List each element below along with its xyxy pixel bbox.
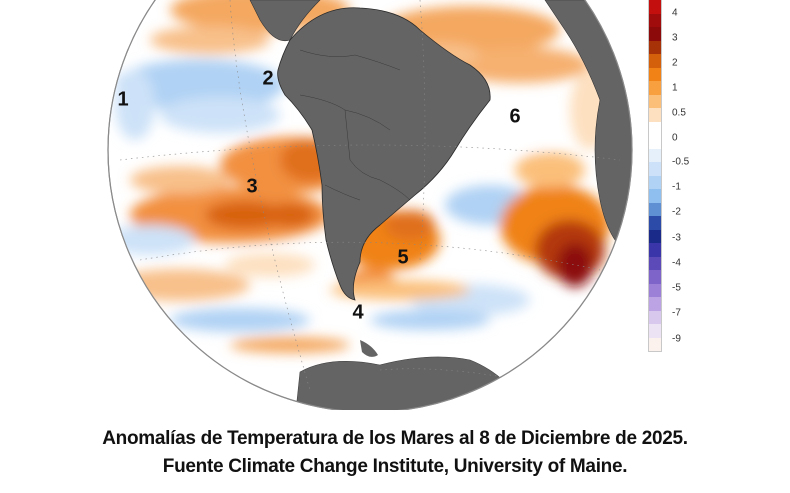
colorbar-segment bbox=[649, 202, 661, 216]
globe-map bbox=[107, 0, 633, 410]
map-title: Anomalías de Temperatura de los Mares al… bbox=[102, 428, 688, 449]
colorbar-segment bbox=[649, 148, 661, 162]
colorbar-segment bbox=[649, 283, 661, 297]
colorbar-segment bbox=[649, 94, 661, 108]
colorbar-segment bbox=[649, 324, 661, 338]
colorbar-tick: 1 bbox=[672, 82, 678, 94]
colorbar-tick: -3 bbox=[672, 232, 681, 244]
colorbar bbox=[648, 0, 662, 352]
colorbar-segment bbox=[649, 108, 661, 122]
colorbar-tick: 0.5 bbox=[672, 107, 686, 119]
colorbar-tick: 2 bbox=[672, 57, 678, 69]
colorbar-segment bbox=[649, 175, 661, 189]
colorbar-segment bbox=[649, 121, 661, 135]
map-source: Fuente Climate Change Institute, Univers… bbox=[162, 456, 628, 477]
colorbar-segment bbox=[649, 67, 661, 81]
colorbar-segment bbox=[649, 135, 661, 149]
colorbar-segment bbox=[649, 310, 661, 324]
colorbar-tick: -1 bbox=[672, 181, 681, 193]
marker-2: 2 bbox=[262, 67, 274, 90]
colorbar-segment bbox=[649, 54, 661, 68]
colorbar-tick: 3 bbox=[672, 32, 678, 44]
colorbar-segment bbox=[649, 270, 661, 284]
marker-6: 6 bbox=[509, 105, 521, 128]
colorbar-segment bbox=[649, 162, 661, 176]
colorbar-tick: 0 bbox=[672, 132, 678, 144]
colorbar-segment bbox=[649, 0, 661, 14]
colorbar-segment bbox=[649, 189, 661, 203]
marker-3: 3 bbox=[246, 175, 258, 198]
marker-1: 1 bbox=[117, 88, 129, 111]
colorbar-segment bbox=[649, 243, 661, 257]
colorbar-tick: -9 bbox=[672, 333, 681, 345]
colorbar-segment bbox=[649, 27, 661, 41]
colorbar-segment bbox=[649, 256, 661, 270]
colorbar-tick: -0.5 bbox=[672, 156, 690, 168]
colorbar-segment bbox=[649, 40, 661, 54]
colorbar-segment bbox=[649, 297, 661, 311]
colorbar-tick: -7 bbox=[672, 307, 681, 319]
colorbar-segment bbox=[649, 337, 661, 351]
marker-4: 4 bbox=[352, 301, 364, 324]
colorbar-segment bbox=[649, 13, 661, 27]
colorbar-tick: 4 bbox=[672, 7, 678, 19]
marker-5: 5 bbox=[397, 246, 409, 269]
colorbar-tick: -4 bbox=[672, 257, 681, 269]
colorbar-segment bbox=[649, 229, 661, 243]
colorbar-segment bbox=[649, 216, 661, 230]
colorbar-tick: -5 bbox=[672, 282, 681, 294]
colorbar-segment bbox=[649, 81, 661, 95]
colorbar-tick: -2 bbox=[672, 206, 681, 218]
